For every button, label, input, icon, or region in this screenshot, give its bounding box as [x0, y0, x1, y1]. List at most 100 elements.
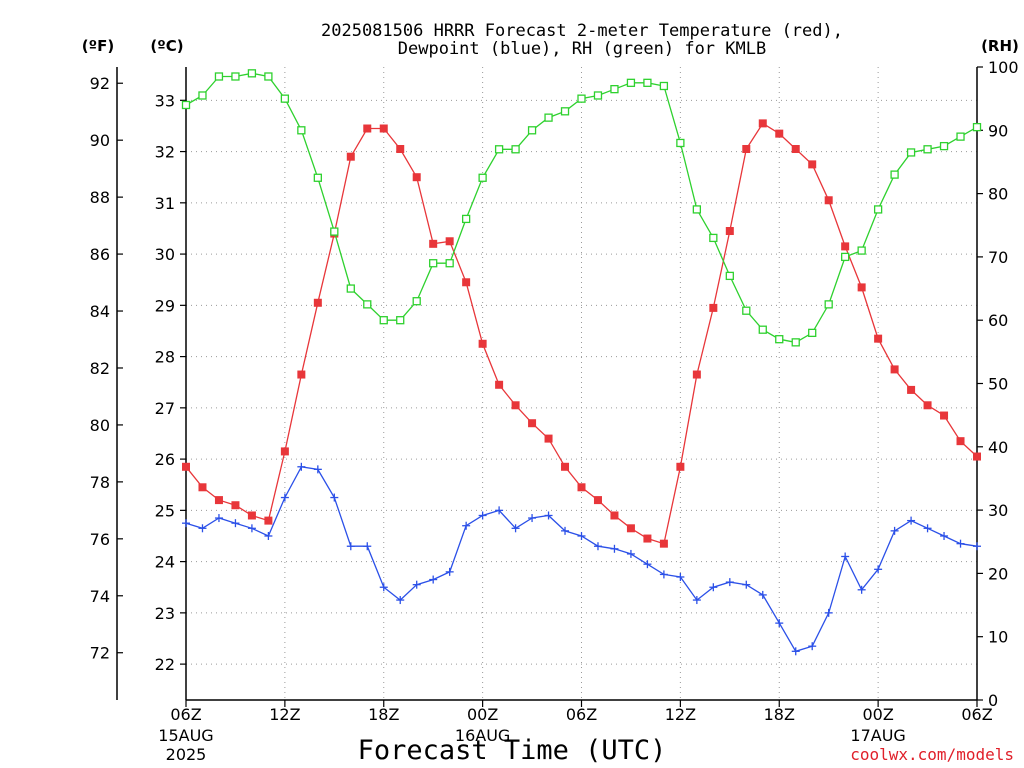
- axes: 22 23 24 25 26 27 28 29 30 31 32 33 72 74 76 78 80 82 84 86…: [90, 58, 1019, 764]
- rh-point: [610, 85, 619, 94]
- rh-point: [412, 297, 421, 306]
- rh-point: [742, 306, 751, 315]
- rh-tick-label: 30: [988, 501, 1008, 520]
- temperature-point: [363, 124, 372, 133]
- temperature-point: [396, 145, 405, 154]
- temperature-line: [185, 122, 978, 545]
- temperature-point: [313, 298, 322, 307]
- celsius-tick-label: 30: [155, 245, 175, 264]
- rh-tick-label: 10: [988, 628, 1008, 647]
- rh-point: [346, 284, 355, 293]
- dewpoint-point: [182, 519, 190, 528]
- dewpoint-point: [824, 608, 833, 617]
- temperature-point: [198, 483, 207, 492]
- temperature-point: [544, 434, 553, 443]
- rh-point: [198, 91, 207, 100]
- rh-point: [939, 141, 949, 151]
- rh-point: [972, 122, 982, 132]
- fahrenheit-tick-label: 80: [90, 416, 110, 435]
- dewpoint-point: [231, 519, 240, 528]
- temperature-point: [495, 380, 504, 389]
- temperature-point: [280, 447, 289, 456]
- temperature-point: [956, 437, 965, 446]
- temperature-point: [824, 196, 833, 205]
- dewpoint-point: [544, 511, 553, 520]
- celsius-tick-label: 31: [155, 194, 175, 213]
- dewpoint-line: [185, 466, 978, 653]
- temperature-point: [874, 334, 883, 343]
- dewpoint-point: [412, 580, 421, 589]
- fahrenheit-tick-label: 72: [90, 644, 110, 663]
- temperature-point: [346, 152, 355, 161]
- rh-point: [363, 300, 372, 309]
- rh-point: [511, 145, 520, 154]
- dewpoint-point: [973, 542, 981, 551]
- dewpoint-point: [313, 465, 322, 474]
- temperature-point: [182, 462, 190, 471]
- dewpoint-point: [907, 516, 916, 525]
- rh-tick-label: 100: [988, 58, 1019, 77]
- celsius-tick-label: 24: [155, 553, 175, 572]
- rh-point: [906, 148, 916, 157]
- dewpoint-point: [577, 531, 586, 540]
- temperature-point: [445, 237, 454, 246]
- dewpoint-point: [462, 521, 471, 530]
- temperature-point: [758, 119, 767, 128]
- dewpoint-point: [758, 590, 767, 599]
- chart-title-line1: 2025081506 HRRR Forecast 2-meter Tempera…: [321, 21, 843, 41]
- temperature-point: [659, 539, 668, 548]
- rh-point: [873, 205, 883, 214]
- rh-point: [775, 335, 784, 344]
- temperature-point: [561, 462, 570, 471]
- fahrenheit-tick-label: 92: [90, 74, 110, 93]
- rh-point: [379, 316, 388, 325]
- x-tick-label: 00Z: [467, 705, 498, 724]
- rh-tick-label: 80: [988, 185, 1008, 204]
- dewpoint-point: [214, 514, 223, 523]
- rh-point: [791, 338, 800, 347]
- fahrenheit-tick-label: 88: [90, 188, 110, 207]
- dewpoint-point: [890, 526, 899, 535]
- dewpoint-point: [857, 585, 866, 594]
- x-tick-label: 06Z: [170, 705, 201, 724]
- rh-point: [264, 72, 273, 81]
- temperature-point: [907, 385, 916, 394]
- rh-point: [214, 72, 224, 81]
- temperature-point: [593, 496, 602, 505]
- temperature-point: [577, 483, 586, 492]
- rh-point: [429, 259, 438, 268]
- dewpoint-point: [445, 567, 454, 576]
- rh-point: [478, 173, 487, 182]
- x-tick-year: 2025: [166, 745, 207, 764]
- rh-point: [643, 78, 652, 87]
- temperature-point: [775, 129, 784, 138]
- temperature-point: [643, 534, 652, 543]
- x-tick-label: 12Z: [269, 705, 300, 724]
- dewpoint-point: [396, 596, 405, 605]
- dewpoint-point: [561, 526, 570, 535]
- rh-point: [445, 259, 454, 268]
- temperature-point: [725, 227, 734, 236]
- temperature-point: [676, 462, 685, 471]
- fahrenheit-tick-label: 82: [90, 359, 110, 378]
- chart-title-line2: Dewpoint (blue), RH (green) for KMLB: [398, 39, 766, 59]
- celsius-tick-label: 26: [155, 450, 175, 469]
- rh-tick-label: 90: [988, 121, 1008, 140]
- rh-point: [544, 113, 553, 122]
- x-tick-label: 06Z: [961, 705, 992, 724]
- temperature-point: [264, 516, 273, 525]
- celsius-tick-label: 27: [155, 399, 175, 418]
- dewpoint-point: [593, 542, 602, 551]
- temperature-point: [923, 401, 932, 410]
- x-tick-date: 17AUG: [850, 726, 905, 745]
- dewpoint-point: [676, 572, 685, 581]
- celsius-tick-label: 33: [155, 91, 175, 110]
- celsius-tick-label: 23: [155, 604, 175, 623]
- dewpoint-point: [742, 580, 751, 589]
- dewpoint-point: [923, 524, 932, 533]
- dewpoint-point: [198, 524, 207, 533]
- rh-point: [857, 246, 866, 255]
- dewpoint-point: [659, 570, 668, 579]
- celsius-unit-label: (ºC): [150, 37, 183, 55]
- temperature-point: [528, 419, 537, 428]
